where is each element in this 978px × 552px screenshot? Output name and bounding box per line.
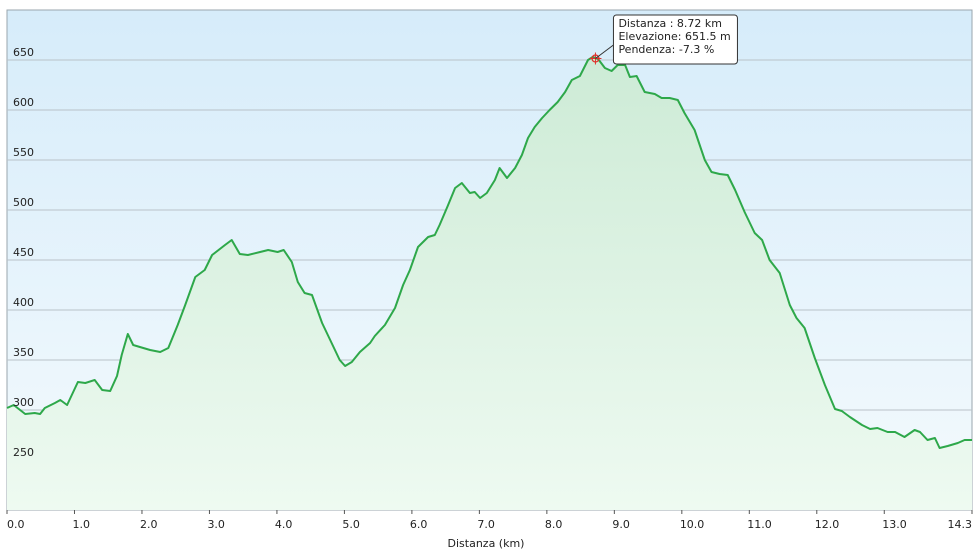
tooltip-line: Pendenza: -7.3 % (618, 43, 714, 56)
area-fill (7, 57, 972, 510)
y-tick-label: 250 (13, 446, 34, 459)
x-tick-label: 2.0 (140, 518, 158, 531)
y-tick-label: 450 (13, 246, 34, 259)
y-tick-label: 500 (13, 196, 34, 209)
y-tick-label: 650 (13, 46, 34, 59)
tooltip-line: Elevazione: 651.5 m (618, 30, 730, 43)
x-tick-label: 7.0 (477, 518, 495, 531)
tooltip-box (612, 14, 738, 65)
y-tick-label: 350 (13, 346, 34, 359)
x-tick-label: 10.0 (680, 518, 705, 531)
x-tick-label: 0.0 (7, 518, 25, 531)
y-tick-label: 400 (13, 296, 34, 309)
x-tick-label: 14.3 (948, 518, 973, 531)
x-tick-label: 4.0 (275, 518, 293, 531)
x-tick-label: 12.0 (815, 518, 840, 531)
x-tick-label: 9.0 (612, 518, 630, 531)
x-tick-label: 3.0 (207, 518, 225, 531)
x-tick-label: 11.0 (747, 518, 772, 531)
tooltip-line: Distanza : 8.72 km (618, 17, 722, 30)
y-tick-label: 300 (13, 396, 34, 409)
x-tick-label: 5.0 (342, 518, 360, 531)
elevation-line (6, 56, 972, 449)
y-tick-label: 550 (13, 146, 34, 159)
x-tick-label: 1.0 (72, 518, 90, 531)
tooltip-pointer (595, 44, 614, 59)
x-tick-label: 13.0 (882, 518, 907, 531)
x-tick-label: 8.0 (545, 518, 563, 531)
y-tick-label: 600 (13, 96, 34, 109)
labels: 250 300 350 400 450 500 550 600 650 0.0 1.0 2.0 3.0 4… (7, 46, 972, 531)
x-tick-label: 6.0 (410, 518, 428, 531)
x-axis-title: Distanza (km) (448, 537, 525, 550)
